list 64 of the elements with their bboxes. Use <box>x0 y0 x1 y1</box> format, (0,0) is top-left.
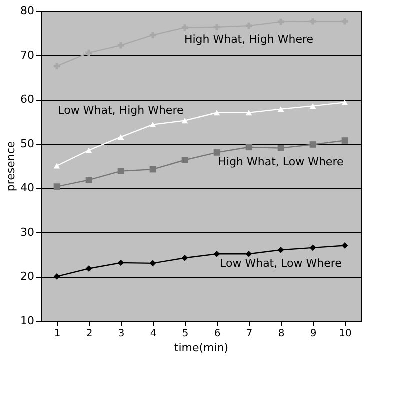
point <box>86 266 92 272</box>
point <box>150 32 156 39</box>
x-tick-label: 4 <box>150 328 157 340</box>
series-label: Low What, Low Where <box>220 257 342 270</box>
point <box>182 24 188 31</box>
point <box>54 63 60 70</box>
point <box>54 274 60 280</box>
point <box>150 122 156 128</box>
y-axis-title: presence <box>4 141 18 192</box>
point <box>214 110 220 116</box>
point <box>150 166 156 173</box>
point <box>118 134 124 140</box>
series-label: High What, Low Where <box>218 155 344 168</box>
x-tick-label: 2 <box>86 328 93 340</box>
point <box>342 100 348 106</box>
y-tick-label: 60 <box>20 93 34 106</box>
point <box>246 144 252 151</box>
x-tick-label: 5 <box>182 328 189 340</box>
point <box>278 145 284 152</box>
point <box>214 250 220 258</box>
series-label: Low What, High Where <box>58 104 184 118</box>
point <box>246 22 252 30</box>
point <box>54 163 60 169</box>
point <box>214 150 220 156</box>
point <box>310 103 316 109</box>
point <box>278 246 284 254</box>
point <box>182 118 188 124</box>
point <box>86 148 92 154</box>
y-tick-label: 70 <box>20 48 34 62</box>
x-tick-label: 6 <box>214 328 221 340</box>
point <box>310 142 316 148</box>
point <box>310 18 316 25</box>
point <box>342 242 348 249</box>
x-tick-label: 3 <box>118 328 125 340</box>
x-tick-label: 9 <box>310 328 317 340</box>
x-tick-label: 8 <box>278 328 285 340</box>
x-tick-label: 7 <box>246 328 253 340</box>
point <box>118 42 124 49</box>
point <box>86 50 92 56</box>
point <box>214 24 220 31</box>
point <box>182 254 188 262</box>
y-tick-label: 10 <box>20 314 34 328</box>
point <box>342 18 348 25</box>
x-tick-label: 10 <box>339 328 352 340</box>
point <box>342 138 348 144</box>
point <box>246 110 252 116</box>
y-tick-label: 50 <box>20 137 34 150</box>
point <box>118 168 124 174</box>
point <box>310 244 316 252</box>
point <box>54 184 60 190</box>
point <box>86 177 92 184</box>
y-tick-label: 40 <box>20 182 34 195</box>
y-tick-label: 30 <box>20 226 34 239</box>
y-tick-label: 80 <box>20 4 34 18</box>
series-label: High What, High Where <box>184 33 314 46</box>
x-tick-label: 1 <box>54 328 61 340</box>
x-axis-title: time(min) <box>174 342 229 354</box>
y-tick-label: 20 <box>20 270 34 284</box>
point <box>150 260 156 267</box>
point <box>182 157 188 164</box>
point <box>278 18 284 26</box>
point <box>278 106 284 112</box>
point <box>118 260 124 266</box>
point <box>246 250 252 258</box>
